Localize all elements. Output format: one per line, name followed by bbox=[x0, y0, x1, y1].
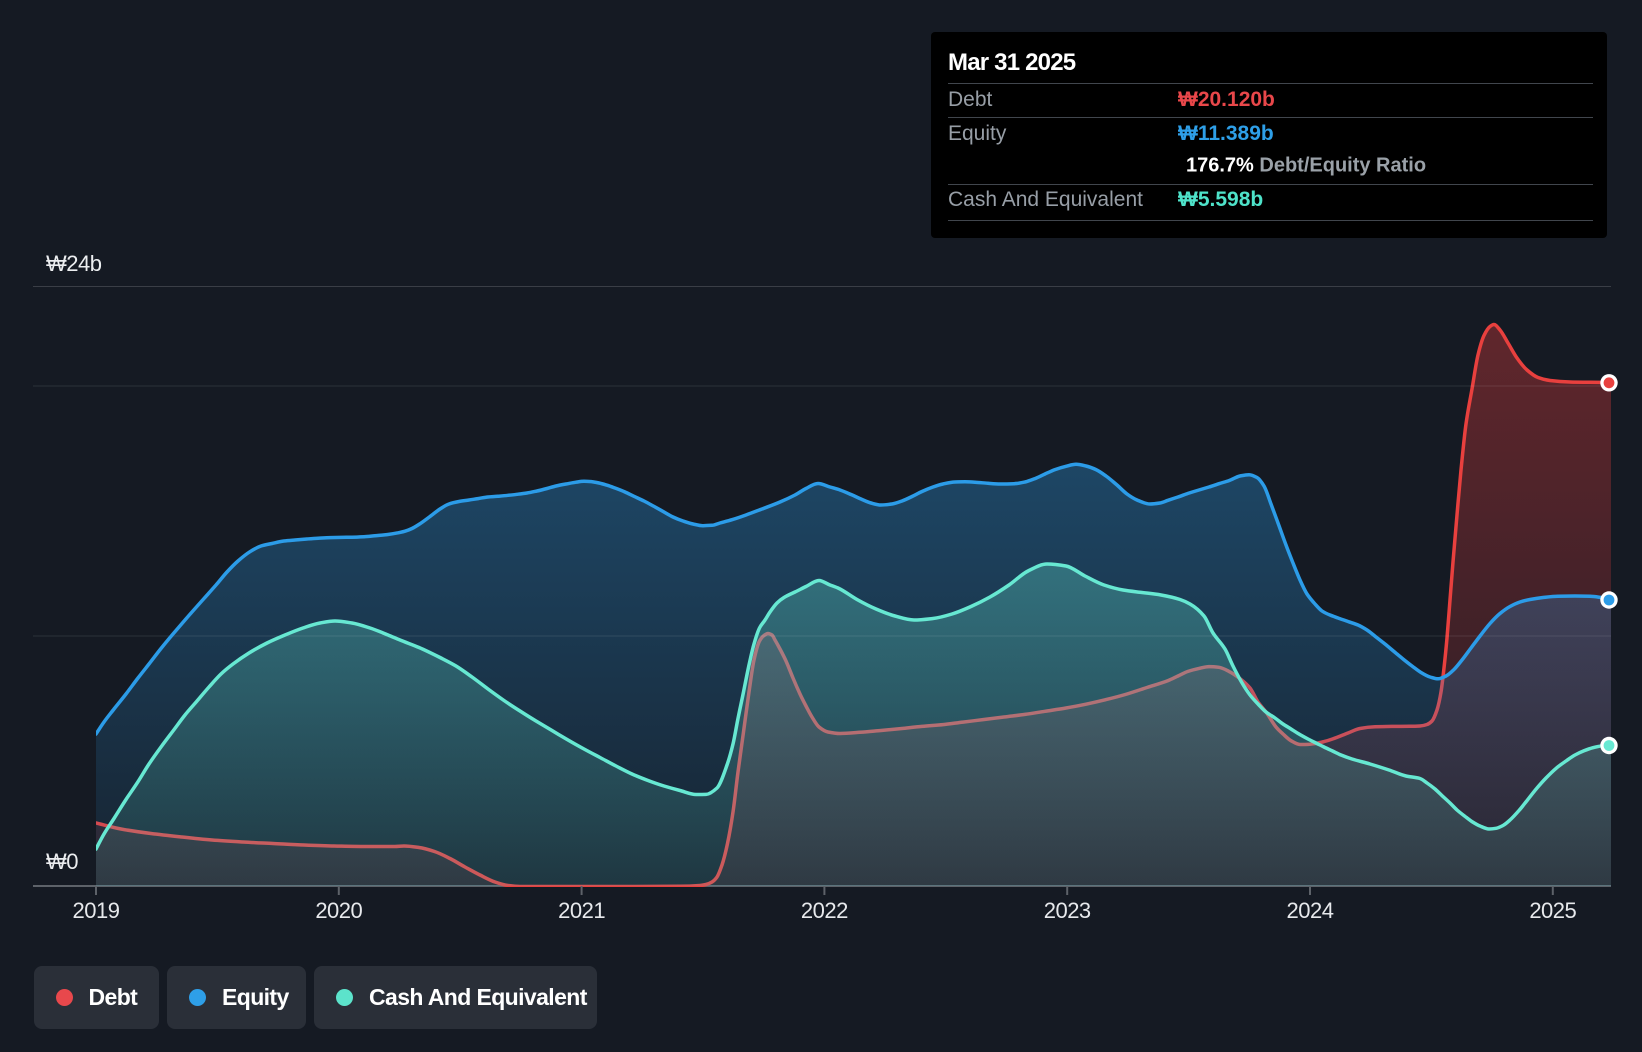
svg-text:2020: 2020 bbox=[315, 898, 362, 923]
svg-text:2021: 2021 bbox=[558, 898, 605, 923]
svg-text:2019: 2019 bbox=[73, 898, 120, 923]
svg-text:₩0: ₩0 bbox=[46, 849, 78, 874]
svg-text:₩24b: ₩24b bbox=[46, 251, 102, 276]
svg-text:2023: 2023 bbox=[1044, 898, 1091, 923]
svg-text:2025: 2025 bbox=[1529, 898, 1576, 923]
svg-text:2022: 2022 bbox=[801, 898, 848, 923]
svg-text:2024: 2024 bbox=[1287, 898, 1334, 923]
